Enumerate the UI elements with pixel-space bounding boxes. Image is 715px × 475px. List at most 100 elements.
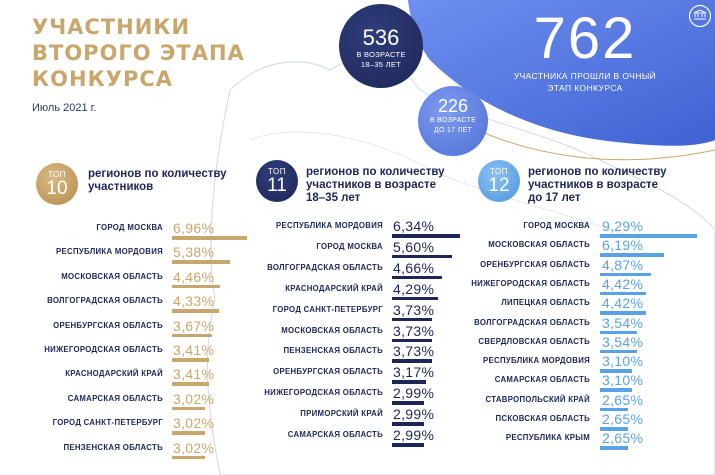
category-label: РЕСПУБЛИКА МОРДОВИЯ [483, 356, 590, 366]
badge-number: 10 [46, 178, 68, 199]
value-bar [172, 358, 209, 362]
value-bar [600, 330, 637, 334]
category-label: МОСКОВСКАЯ ОБЛАСТЬ [488, 240, 590, 250]
panel3-header-line: до 17 лет [528, 192, 581, 204]
value-label: 3,41% [173, 342, 215, 358]
panel1-header-line: участников [88, 181, 154, 193]
category-label: МОСКОВСКАЯ ОБЛАСТЬ [281, 325, 383, 335]
value-bar [392, 422, 424, 426]
stat-total-value: 762 [533, 6, 637, 71]
category-label: НИЖЕГОРОДСКАЯ ОБЛАСТЬ [471, 278, 590, 288]
category-label: ПЕНЗЕНСКАЯ ОБЛАСТЬ [283, 346, 383, 356]
stat-label-1: В ВОЗРАСТЕ [356, 50, 406, 59]
panel1-header: регионов по количеству участников [88, 168, 258, 194]
value-label: 4,42% [602, 295, 644, 312]
value-bar [172, 406, 205, 411]
category-label: РЕСПУБЛИКА МОРДОВИЯ [56, 247, 163, 257]
institution-logo-icon [688, 4, 712, 28]
value-label: 2,65% [602, 411, 644, 427]
value-bar [392, 401, 424, 405]
category-label: ОРЕНБУРГСКАЯ ОБЛАСТЬ [480, 259, 590, 269]
value-bar [392, 359, 432, 363]
value-label: 3,02% [173, 390, 215, 407]
value-label: 4,87% [602, 256, 644, 273]
value-bar [600, 349, 637, 354]
stat-circle-under-17: 226 В ВОЗРАСТЕ ДО 17 ЛЕТ [418, 86, 488, 156]
value-bar [600, 311, 646, 315]
value-label: 2,65% [602, 391, 644, 408]
value-bar [172, 260, 230, 264]
category-label: КРАСНОДАРСКИЙ КРАЙ [285, 283, 383, 293]
panel3-header-line: участников в возрасте [528, 179, 659, 191]
value-bar [600, 272, 651, 277]
blue-corner [408, 0, 715, 146]
badge-top-label: ТОП [490, 167, 508, 176]
category-label: ОРЕНБУРГСКАЯ ОБЛАСТЬ [53, 320, 163, 330]
title-line-3: КОНКУРСА [32, 67, 174, 91]
value-label: 3,10% [602, 353, 644, 370]
value-bar [392, 234, 460, 238]
badge-number: 11 [267, 175, 287, 196]
value-bar [600, 407, 628, 412]
stat-label-2: ДО 17 ЛЕТ [433, 126, 473, 134]
category-label: ЛИПЕЦКАЯ ОБЛАСТЬ [501, 298, 590, 308]
value-bar [172, 309, 219, 313]
value-label: 3,17% [393, 364, 435, 381]
panel2-header-line: 18–35 лет [306, 192, 361, 204]
category-label: РЕСПУБЛИКА КРЫМ [505, 433, 590, 443]
stat-total-label-1: УЧАСТНИКА ПРОШЛИ В ОЧНЫЙ [513, 71, 657, 81]
category-label: ГОРОД САНКТ-ПЕТЕРБУРГ [272, 304, 383, 314]
value-label: 3,10% [602, 372, 644, 389]
value-bar [172, 382, 209, 386]
map-outline [206, 59, 715, 475]
value-label: 6,96% [173, 220, 215, 236]
value-bar [392, 317, 432, 322]
value-label: 2,99% [393, 406, 435, 423]
category-label: КРАСНОДАРСКИЙ КРАЙ [65, 369, 163, 379]
value-label: 5,38% [173, 244, 215, 261]
category-label: ГОРОД МОСКВА [316, 241, 383, 251]
value-bar [392, 275, 442, 280]
value-label: 6,19% [602, 237, 644, 254]
category-label: СТАВРОПОЛЬСКИЙ КРАЙ [485, 394, 590, 404]
value-label: 4,46% [173, 268, 215, 285]
value-bar [392, 296, 438, 301]
date-label: Июль 2021 г. [32, 102, 97, 114]
value-label: 2,99% [393, 385, 435, 402]
panel3-header-line: регионов по количеству [528, 166, 667, 178]
category-label: ГОРОД МОСКВА [523, 221, 590, 230]
value-label: 4,66% [393, 259, 435, 276]
value-bar [172, 455, 205, 460]
value-label: 3,54% [602, 333, 644, 350]
value-bar [600, 291, 646, 296]
category-label: САМАРСКАЯ ОБЛАСТЬ [67, 393, 163, 403]
category-label: ВОЛГОГРАДСКАЯ ОБЛАСТЬ [474, 317, 590, 327]
value-label: 3,02% [173, 439, 215, 456]
value-label: 4,33% [173, 293, 215, 310]
stat-total-label-2: ЭТАП КОНКУРСА [547, 83, 623, 93]
value-bar [600, 427, 628, 431]
value-bar [172, 333, 212, 338]
top12-badge: ТОП 12 [478, 160, 520, 202]
category-label: САМАРСКАЯ ОБЛАСТЬ [494, 375, 590, 385]
value-bar [600, 369, 632, 373]
category-label: ВОЛГОГРАДСКАЯ ОБЛАСТЬ [267, 262, 383, 272]
value-bar [600, 446, 628, 450]
value-bar [600, 388, 632, 392]
category-label: САМАРСКАЯ ОБЛАСТЬ [287, 430, 383, 439]
value-label: 4,42% [602, 275, 644, 292]
value-bar [392, 443, 424, 447]
panel3-header: регионов по количеству участников в возр… [528, 166, 708, 205]
category-label: НИЖЕГОРОДСКАЯ ОБЛАСТЬ [264, 388, 383, 398]
panel2-header-line: участников в возрасте [306, 179, 437, 191]
value-label: 9,29% [602, 218, 644, 234]
stat-circle-18-35: 536 В ВОЗРАСТЕ 18–35 ЛЕТ [339, 4, 423, 88]
value-label: 3,73% [393, 301, 435, 318]
stat-value: 226 [437, 96, 469, 116]
value-bar [392, 338, 432, 342]
stat-total: 762 УЧАСТНИКА ПРОШЛИ В ОЧНЫЙ ЭТАП КОНКУР… [500, 8, 670, 94]
badge-number: 12 [488, 175, 510, 196]
category-label: ПСКОВСКАЯ ОБЛАСТЬ [495, 414, 590, 423]
stat-label-1: В ВОЗРАСТЕ [429, 117, 477, 124]
category-label: ОРЕНБУРГСКАЯ ОБЛАСТЬ [273, 367, 383, 377]
